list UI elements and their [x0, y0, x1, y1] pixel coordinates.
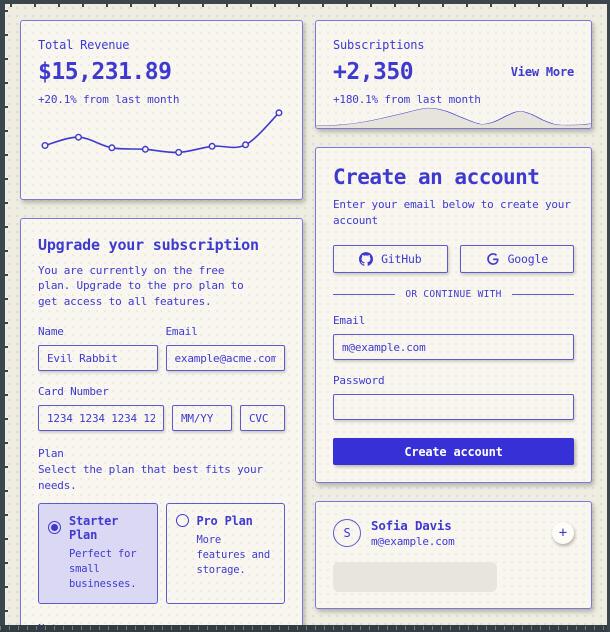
contact-name: Sofia Davis: [371, 518, 452, 533]
plan-label: Plan: [38, 447, 64, 461]
divider-label: OR CONTINUE WITH: [405, 289, 502, 300]
name-field: Name: [38, 325, 158, 372]
avatar: S: [333, 519, 361, 547]
plan-section: Plan Select the plan that best fits your…: [38, 447, 285, 604]
total-revenue-card: Total Revenue $15,231.89 +20.1% from las…: [20, 20, 303, 200]
pro-plan-head: Pro Plan: [175, 513, 276, 528]
signup-email-label: Email: [333, 314, 366, 327]
plan-hint: Select the plan that best fits your need…: [38, 463, 263, 492]
upgrade-title: Upgrade your subscription: [38, 236, 259, 254]
upgrade-description: You are currently on the free plan. Upgr…: [38, 264, 244, 308]
frame-ruler-bottom: [0, 625, 610, 632]
signup-password-field: Password: [333, 374, 574, 420]
left-column: Total Revenue $15,231.89 +20.1% from las…: [20, 20, 303, 625]
email-field: Email: [165, 325, 285, 372]
email-label: Email: [165, 325, 198, 339]
name-input[interactable]: [38, 345, 158, 372]
pro-plan-description: More features and storage.: [196, 533, 271, 577]
divider-line-right: [511, 294, 574, 295]
create-account-button[interactable]: Create account: [333, 438, 574, 465]
starter-plan-head: Starter Plan: [48, 514, 148, 542]
revenue-title: Total Revenue: [38, 38, 130, 52]
card-number-input[interactable]: [38, 405, 164, 432]
signup-title: Create an account: [333, 165, 540, 190]
card-number-section: Card Number: [38, 385, 285, 432]
chat-message-bubble: [333, 562, 497, 592]
contact-identity: Sofia Davis m@example.com: [371, 518, 455, 548]
signup-email-input[interactable]: [333, 334, 574, 360]
card-number-label: Card Number: [38, 385, 109, 399]
contact-email: m@example.com: [371, 535, 455, 548]
oauth-divider: OR CONTINUE WITH: [333, 289, 574, 300]
name-label: Name: [38, 325, 64, 339]
add-contact-button[interactable]: +: [552, 522, 574, 544]
subscriptions-title: Subscriptions: [333, 38, 425, 52]
subscriptions-value-row: +2,350 View More: [333, 59, 574, 85]
expiry-input[interactable]: [172, 405, 232, 432]
notes-label: Notes: [38, 622, 285, 625]
notes-section: Notes: [38, 622, 285, 625]
subscriptions-card: Subscriptions +2,350 View More +180.1% f…: [315, 20, 592, 130]
plan-option-starter[interactable]: Starter Plan Perfect for small businesse…: [38, 502, 158, 604]
signup-password-label: Password: [333, 374, 385, 387]
starter-plan-name: Starter Plan: [69, 513, 119, 542]
signup-password-input[interactable]: [333, 394, 574, 420]
right-column: Subscriptions +2,350 View More +180.1% f…: [315, 20, 592, 609]
subscriptions-value: +2,350: [333, 59, 414, 85]
github-label: GitHub: [381, 252, 422, 266]
signup-subtitle: Enter your email below to create your ac…: [333, 198, 571, 228]
github-button[interactable]: GitHub: [333, 245, 448, 273]
revenue-line-chart: [41, 109, 283, 156]
google-icon: [486, 253, 499, 265]
google-button[interactable]: Google: [459, 245, 574, 273]
plan-option-pro[interactable]: Pro Plan More features and storage.: [165, 502, 285, 604]
name-email-row: Name Email: [38, 325, 285, 372]
pro-plan-name: Pro Plan: [196, 513, 253, 528]
google-label: Google: [507, 252, 549, 266]
contact-chat-card: S Sofia Davis m@example.com +: [315, 501, 592, 609]
revenue-delta: +20.1% from last month: [38, 93, 180, 106]
radio-checked-icon[interactable]: [48, 521, 61, 535]
revenue-value: $15,231.89: [38, 59, 172, 85]
oauth-buttons: GitHub Google: [333, 245, 574, 273]
starter-plan-description: Perfect for small businesses.: [69, 547, 137, 591]
plan-options: Starter Plan Perfect for small businesse…: [38, 502, 285, 604]
contact-header: S Sofia Davis m@example.com +: [333, 518, 574, 548]
email-input[interactable]: [165, 345, 285, 372]
radio-unchecked-icon[interactable]: [175, 514, 189, 528]
subscriptions-area-chart: [316, 107, 591, 129]
subscriptions-delta: +180.1% from last month: [333, 93, 481, 106]
upgrade-subscription-card: Upgrade your subscription You are curren…: [20, 218, 303, 625]
view-more-button[interactable]: View More: [510, 65, 574, 79]
divider-line-left: [333, 294, 396, 295]
signup-email-field: Email: [333, 314, 574, 360]
card-number-row: [38, 405, 285, 432]
cvc-input[interactable]: [240, 405, 285, 432]
dashboard-content: Total Revenue $15,231.89 +20.1% from las…: [5, 4, 607, 625]
github-icon: [359, 252, 374, 266]
create-account-card: Create an account Enter your email below…: [315, 147, 592, 483]
